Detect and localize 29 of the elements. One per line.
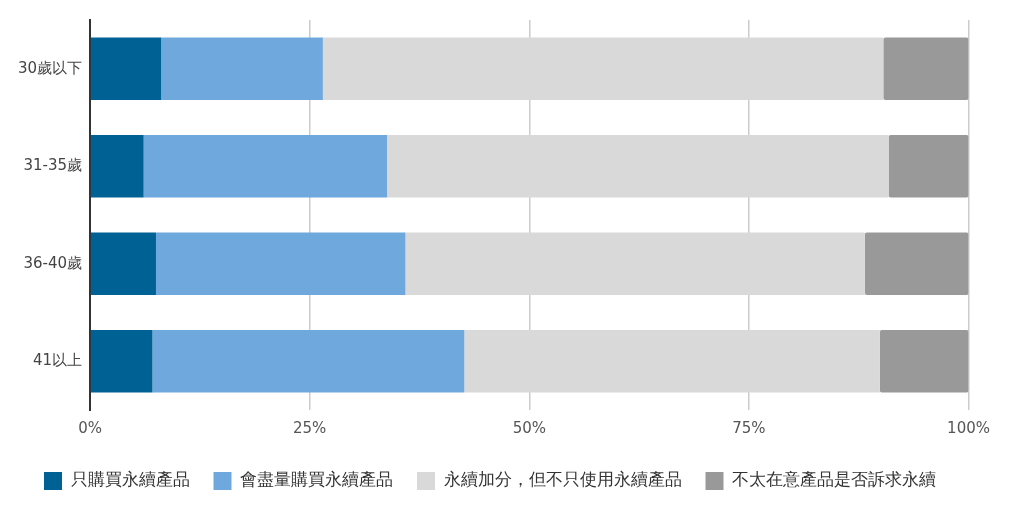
- x-tick-label: 0%: [78, 418, 102, 437]
- bar: [405, 232, 865, 295]
- bar: [888, 135, 969, 198]
- bar: [864, 232, 969, 295]
- x-tick-label: 100%: [947, 418, 990, 437]
- y-tick-label: 31-35歲: [23, 156, 83, 175]
- y-tick-label: 30歲以下: [17, 58, 83, 77]
- bar: [143, 135, 388, 198]
- x-tick-label: 25%: [293, 418, 327, 437]
- legend-label: 只購買永續產品: [70, 469, 190, 490]
- x-tick-label: 50%: [512, 418, 546, 437]
- y-tick-label: 41以上: [32, 351, 83, 370]
- bar: [90, 330, 153, 393]
- bar: [161, 37, 323, 100]
- x-tick-label: 75%: [732, 418, 766, 437]
- bar: [155, 232, 406, 295]
- bar: [90, 37, 162, 100]
- bar: [152, 330, 465, 393]
- bar: [90, 135, 144, 198]
- bar: [883, 37, 969, 100]
- bar: [387, 135, 889, 198]
- bar: [879, 330, 969, 393]
- legend-label: 不太在意產品是否訴求永續: [732, 469, 936, 490]
- bar: [322, 37, 884, 100]
- legend-label: 會盡量購買永續產品: [240, 469, 393, 490]
- bar: [464, 330, 880, 393]
- y-tick-label: 36-40歲: [23, 253, 83, 272]
- bar: [90, 232, 156, 295]
- legend-label: 永續加分，但不只使用永續產品: [443, 469, 682, 490]
